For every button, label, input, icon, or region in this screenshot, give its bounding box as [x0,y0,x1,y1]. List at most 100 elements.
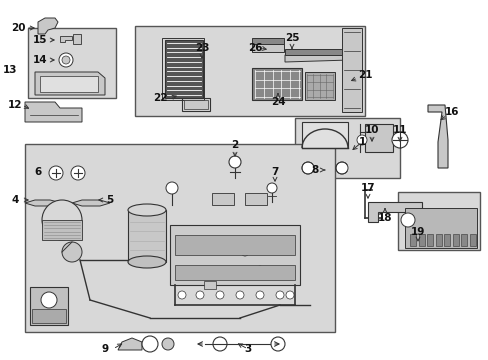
Polygon shape [25,200,62,206]
Circle shape [400,213,414,227]
Polygon shape [302,122,347,148]
Circle shape [356,135,366,145]
Bar [175,235,294,255]
Text: 7: 7 [271,167,278,177]
Bar [73,34,81,44]
Circle shape [302,162,313,174]
Circle shape [201,246,208,254]
Text: 10: 10 [364,125,379,135]
Bar [170,225,299,285]
Text: 15: 15 [33,35,47,45]
Circle shape [165,182,178,194]
Bar [183,271,196,279]
Circle shape [42,200,82,240]
Polygon shape [118,338,142,350]
Circle shape [196,291,203,299]
Circle shape [335,162,347,174]
Bar [461,234,467,246]
Text: 17: 17 [360,183,375,193]
Bar [251,38,284,44]
Bar [32,309,66,323]
Circle shape [41,292,57,308]
Circle shape [178,291,185,299]
Ellipse shape [128,256,165,268]
Circle shape [221,268,228,276]
Text: 26: 26 [247,43,262,53]
Circle shape [142,336,158,352]
Bar [341,28,361,112]
Bar [397,192,479,250]
Bar [251,68,302,100]
Text: 2: 2 [231,140,238,150]
Bar [469,234,475,246]
Text: 6: 6 [34,167,41,177]
Bar [162,38,203,100]
Bar [444,234,449,246]
Circle shape [59,53,73,67]
Text: 24: 24 [270,97,285,107]
Bar [175,265,294,280]
Circle shape [62,242,82,262]
Bar [212,193,234,205]
Circle shape [216,291,224,299]
Polygon shape [72,200,110,206]
Bar [294,118,399,178]
Circle shape [270,246,279,254]
Polygon shape [38,18,58,34]
Circle shape [49,166,63,180]
Text: 22: 22 [152,93,167,103]
Circle shape [241,248,248,256]
Bar [244,193,266,205]
Text: 19: 19 [410,227,425,237]
Circle shape [266,183,276,193]
Bar [418,234,424,246]
Polygon shape [35,72,105,95]
Bar [305,72,334,100]
Text: 21: 21 [357,70,371,80]
Text: 5: 5 [106,195,113,205]
Bar [404,208,476,248]
Text: 12: 12 [8,100,22,110]
Bar [30,287,68,325]
Ellipse shape [128,204,165,216]
Bar [40,76,98,92]
Circle shape [391,132,407,148]
Bar [42,220,82,240]
Text: 8: 8 [311,165,318,175]
Bar [25,144,334,332]
Text: 3: 3 [244,344,251,354]
Text: 25: 25 [284,33,299,43]
Bar [164,40,203,98]
Polygon shape [60,36,72,42]
Bar [364,124,392,152]
Text: 4: 4 [11,195,19,205]
Circle shape [62,56,70,64]
Circle shape [270,337,285,351]
Text: 11: 11 [392,125,407,135]
Polygon shape [427,105,447,168]
Text: 14: 14 [33,55,47,65]
Text: 23: 23 [194,43,209,53]
Bar [203,281,216,289]
Polygon shape [285,55,349,62]
Bar [183,100,207,109]
Circle shape [275,291,284,299]
Circle shape [285,291,293,299]
Bar [409,234,415,246]
Circle shape [213,337,226,351]
Text: 16: 16 [444,107,458,117]
Text: 20: 20 [11,23,25,33]
Bar [224,241,236,249]
Bar [427,234,432,246]
Bar [435,234,441,246]
Circle shape [228,156,241,168]
Text: 13: 13 [3,65,17,75]
Text: 18: 18 [377,213,391,223]
Circle shape [71,166,85,180]
Circle shape [256,266,264,274]
Circle shape [236,291,244,299]
Circle shape [256,291,264,299]
Bar [135,26,364,116]
Bar [28,28,116,98]
Polygon shape [25,102,82,122]
